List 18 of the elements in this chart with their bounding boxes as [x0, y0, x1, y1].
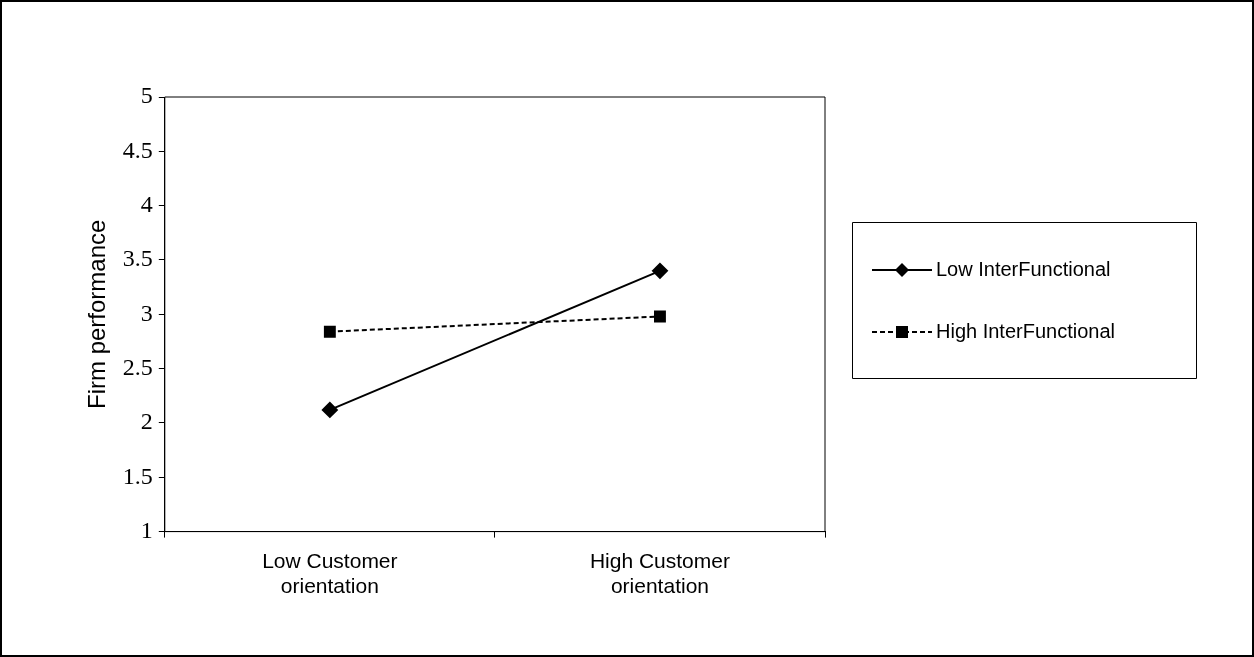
- x-tick-label: High Customer orientation: [589, 549, 730, 598]
- y-tick-label: 4.5: [122, 136, 153, 163]
- x-tick-label: Low Customer orientation: [262, 549, 398, 598]
- y-tick-label: 3.5: [122, 245, 153, 272]
- point: [654, 310, 666, 323]
- y-tick-label: 2.5: [122, 353, 153, 380]
- legend-label: Low InterFunctional: [936, 257, 1111, 280]
- point: [323, 325, 336, 338]
- y-tick-label: 3: [140, 299, 153, 326]
- point: [651, 262, 668, 279]
- y-tick-label: 1.5: [122, 462, 153, 489]
- y-axis-title: Firm performance: [83, 219, 111, 409]
- y-tick-label: 1: [140, 516, 153, 543]
- legend-label: High InterFunctional: [936, 319, 1115, 342]
- y-tick-label: 2: [140, 408, 153, 435]
- y-tick-label: 4: [140, 190, 153, 217]
- y-tick-label: 5: [140, 82, 153, 109]
- point: [321, 401, 338, 418]
